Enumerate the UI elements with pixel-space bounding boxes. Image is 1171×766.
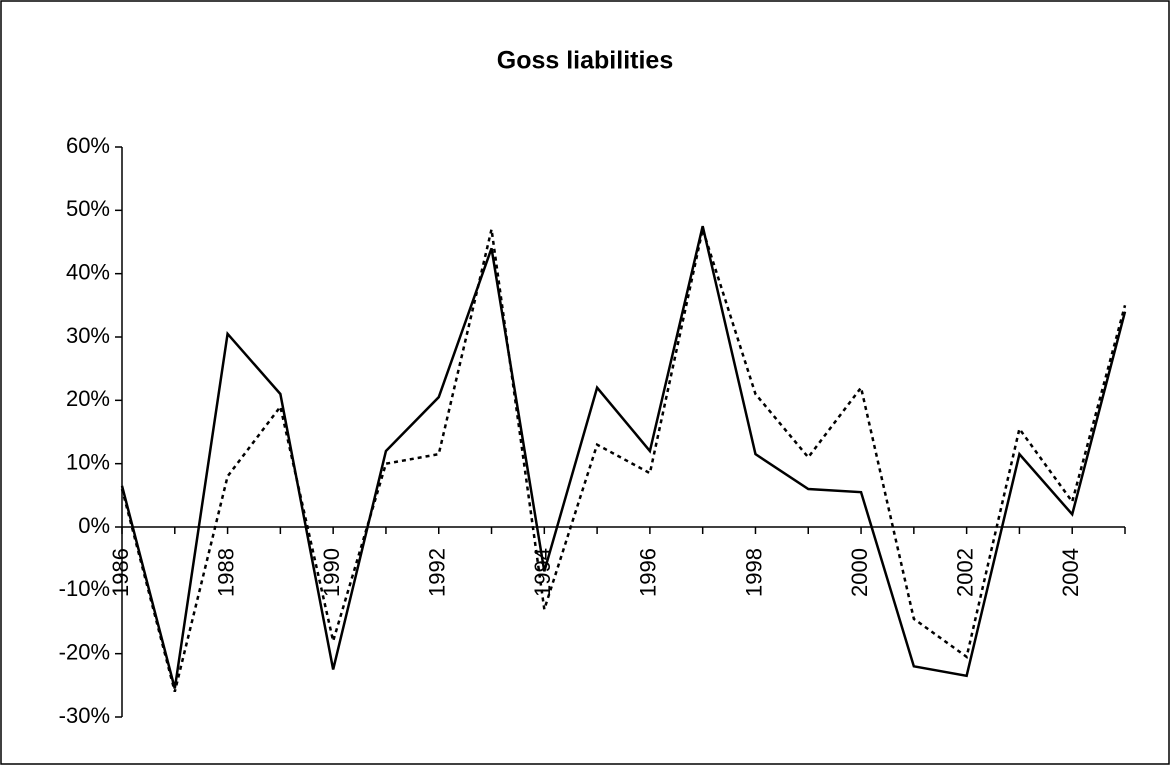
x-tick-label: 1986 — [108, 548, 133, 597]
x-tick-label: 2004 — [1058, 548, 1083, 597]
y-tick-label: 60% — [66, 133, 110, 158]
y-tick-label: 30% — [66, 323, 110, 348]
y-tick-label: 10% — [66, 449, 110, 474]
y-tick-label: 50% — [66, 196, 110, 221]
y-tick-label: -10% — [59, 576, 110, 601]
x-tick-label: 1998 — [741, 548, 766, 597]
y-tick-label: -30% — [59, 703, 110, 728]
x-tick-label: 2002 — [952, 548, 977, 597]
y-tick-label: 40% — [66, 259, 110, 284]
y-tick-label: -20% — [59, 639, 110, 664]
x-tick-label: 1992 — [425, 548, 450, 597]
chart-title: Goss liabilities — [497, 47, 673, 75]
series-line — [120, 225, 1127, 689]
x-tick-label: 1988 — [213, 548, 238, 597]
x-tick-label: 2000 — [847, 548, 872, 597]
y-tick-label: 0% — [78, 513, 110, 538]
y-tick-label: 20% — [66, 386, 110, 411]
series-line — [120, 224, 1127, 692]
x-tick-label: 1996 — [636, 548, 661, 597]
x-tick-label: 1990 — [319, 548, 344, 597]
